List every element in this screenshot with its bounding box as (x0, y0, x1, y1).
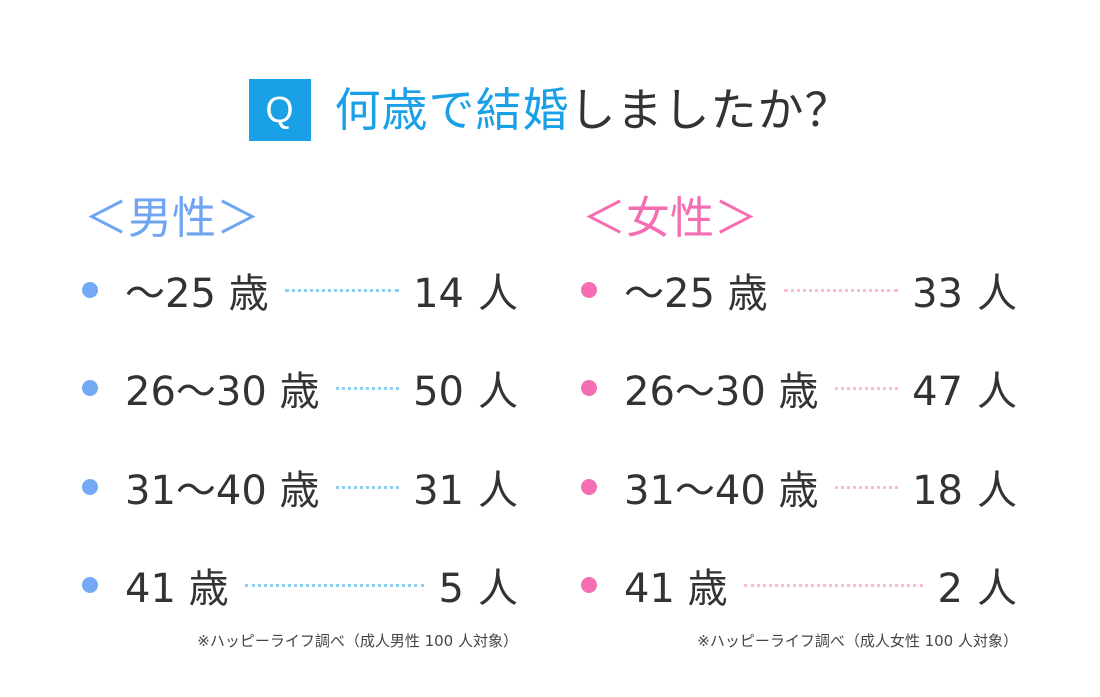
male-heading: ＜男性＞ (84, 193, 260, 244)
dotted-leader (743, 583, 923, 587)
dotted-leader (244, 583, 424, 587)
bullet-dot (82, 479, 98, 495)
count-unit: 人 (977, 271, 1017, 317)
bullet-dot (581, 577, 597, 593)
question-badge: Q (248, 79, 311, 141)
male-count: 50 人 (413, 359, 518, 417)
dotted-leader (284, 288, 400, 292)
female-row: 31～40 歳 18 人 (581, 457, 1017, 517)
dotted-leader (834, 485, 899, 489)
male-row: 26～30 歳 50 人 (82, 358, 518, 418)
bullet-dot (82, 282, 98, 298)
count-unit: 人 (977, 566, 1017, 612)
male-count: 14 人 (413, 261, 518, 319)
dotted-leader (834, 386, 899, 390)
female-row: ～25 歳 33 人 (581, 260, 1017, 320)
male-row: ～25 歳 14 人 (82, 260, 518, 320)
question-title: 何歳で結婚しましたか？ (335, 74, 852, 140)
age-label: 26～30 歳 (624, 369, 819, 415)
count-value: 5 (438, 566, 464, 612)
age-label: 31～40 歳 (624, 468, 819, 514)
count-value: 33 (912, 271, 963, 317)
bullet-dot (82, 380, 98, 396)
dotted-leader (783, 288, 899, 292)
female-source-note: ※ハッピーライフ調べ（成人女性 100 人対象） (697, 632, 1018, 650)
female-row: 26～30 歳 47 人 (581, 358, 1017, 418)
male-source-note: ※ハッピーライフ調べ（成人男性 100 人対象） (197, 632, 518, 650)
dotted-leader (335, 485, 400, 489)
female-count: 47 人 (912, 359, 1017, 417)
age-label: 41 歳 (125, 566, 229, 612)
bullet-dot (581, 479, 597, 495)
count-unit: 人 (478, 566, 518, 612)
age-label: ～25 歳 (624, 271, 768, 317)
count-value: 47 (912, 369, 963, 415)
female-heading: ＜女性＞ (582, 193, 758, 244)
count-value: 14 (413, 271, 464, 317)
dotted-leader (335, 386, 400, 390)
count-unit: 人 (977, 369, 1017, 415)
question-title-rest: しましたか？ (569, 83, 852, 137)
female-count: 33 人 (912, 261, 1017, 319)
count-unit: 人 (478, 369, 518, 415)
count-unit: 人 (478, 271, 518, 317)
female-count: 18 人 (912, 458, 1017, 516)
male-row: 31～40 歳 31 人 (82, 457, 518, 517)
male-count: 31 人 (413, 458, 518, 516)
count-value: 50 (413, 369, 464, 415)
question-header: Q 何歳で結婚しましたか？ (0, 74, 1100, 141)
bullet-dot (581, 282, 597, 298)
age-label: 41 歳 (624, 566, 728, 612)
count-unit: 人 (478, 468, 518, 514)
count-value: 2 (937, 566, 963, 612)
question-title-accent: 何歳で結婚 (334, 83, 570, 137)
count-value: 18 (912, 468, 963, 514)
age-label: 31～40 歳 (125, 468, 320, 514)
count-value: 31 (413, 468, 464, 514)
age-label: 26～30 歳 (125, 369, 320, 415)
age-label: ～25 歳 (125, 271, 269, 317)
bullet-dot (82, 577, 98, 593)
bullet-dot (581, 380, 597, 396)
count-unit: 人 (977, 468, 1017, 514)
